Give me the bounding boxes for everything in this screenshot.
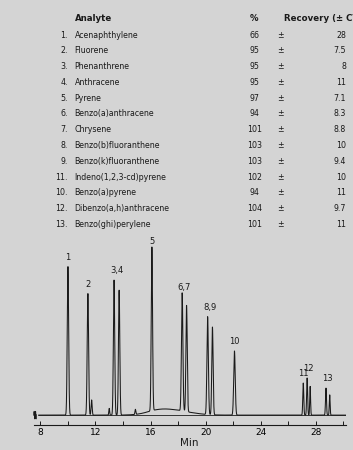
Text: 1.: 1. [60,31,67,40]
Text: Chrysene: Chrysene [74,125,112,134]
Text: 5.: 5. [60,94,67,103]
Text: ±: ± [277,141,284,150]
Text: Analyte: Analyte [74,14,112,23]
Text: ±: ± [277,125,284,134]
Text: 94: 94 [250,109,259,118]
Text: 3.: 3. [60,62,67,71]
Text: 8,9: 8,9 [203,303,217,312]
Text: 4.: 4. [60,78,67,87]
Text: 2.: 2. [60,46,67,55]
Text: Benzo(ghi)perylene: Benzo(ghi)perylene [74,220,151,229]
Text: 101: 101 [247,220,262,229]
Text: Acenaphthylene: Acenaphthylene [74,31,138,40]
Text: Dibenzo(a,h)anthracene: Dibenzo(a,h)anthracene [74,204,169,213]
Text: 102: 102 [247,172,262,181]
Text: 8.: 8. [60,141,67,150]
Text: 8.3: 8.3 [334,109,346,118]
Text: Benzo(a)anthracene: Benzo(a)anthracene [74,109,154,118]
Text: 11: 11 [336,220,346,229]
Text: 10: 10 [336,172,346,181]
Text: 11: 11 [336,188,346,197]
Text: 13.: 13. [55,220,67,229]
Text: 94: 94 [250,188,259,197]
Text: Phenanthrene: Phenanthrene [74,62,130,71]
Text: 103: 103 [247,157,262,166]
Text: Fluorene: Fluorene [74,46,109,55]
Text: ±: ± [277,94,284,103]
Text: 101: 101 [247,125,262,134]
Text: 9.4: 9.4 [334,157,346,166]
Text: ±: ± [277,78,284,87]
Text: ±: ± [277,46,284,55]
Text: 66: 66 [250,31,259,40]
Text: 2: 2 [85,279,90,288]
Text: Pyrene: Pyrene [74,94,101,103]
Text: 11: 11 [336,78,346,87]
Text: 9.7: 9.7 [334,204,346,213]
Text: ±: ± [277,157,284,166]
Text: 104: 104 [247,204,262,213]
Text: 6,7: 6,7 [178,283,191,292]
Text: ±: ± [277,188,284,197]
Text: 103: 103 [247,141,262,150]
Text: %: % [250,14,259,23]
Text: 7.1: 7.1 [334,94,346,103]
Text: 5: 5 [149,238,155,247]
Text: 10: 10 [336,141,346,150]
Text: 3,4: 3,4 [110,266,123,275]
Text: 6.: 6. [60,109,67,118]
Text: 13: 13 [322,374,333,383]
Text: ±: ± [277,109,284,118]
Text: 7.: 7. [60,125,67,134]
Text: Anthracene: Anthracene [74,78,120,87]
Text: 10.: 10. [55,188,67,197]
Text: 8: 8 [341,62,346,71]
Text: 28: 28 [336,31,346,40]
Text: 95: 95 [250,62,259,71]
Text: 12: 12 [303,364,314,373]
Text: 11: 11 [298,369,309,378]
Text: 9.: 9. [60,157,67,166]
X-axis label: Min: Min [180,438,199,448]
Text: Recovery (± CV): Recovery (± CV) [284,14,353,23]
Text: ±: ± [277,62,284,71]
Text: 95: 95 [250,78,259,87]
Text: Indeno(1,2,3-cd)pyrene: Indeno(1,2,3-cd)pyrene [74,172,166,181]
Text: 8.8: 8.8 [334,125,346,134]
Text: 97: 97 [250,94,259,103]
Text: 11.: 11. [55,172,67,181]
Text: ±: ± [277,31,284,40]
Text: 12.: 12. [55,204,67,213]
Text: ±: ± [277,220,284,229]
Text: Benzo(b)fluoranthene: Benzo(b)fluoranthene [74,141,160,150]
Text: ±: ± [277,172,284,181]
Text: 7.5: 7.5 [334,46,346,55]
Text: 95: 95 [250,46,259,55]
Text: ±: ± [277,204,284,213]
Text: Benzo(k)fluoranthene: Benzo(k)fluoranthene [74,157,160,166]
Text: Benzo(a)pyrene: Benzo(a)pyrene [74,188,137,197]
Text: 10: 10 [229,337,240,346]
Text: 1: 1 [65,252,71,261]
